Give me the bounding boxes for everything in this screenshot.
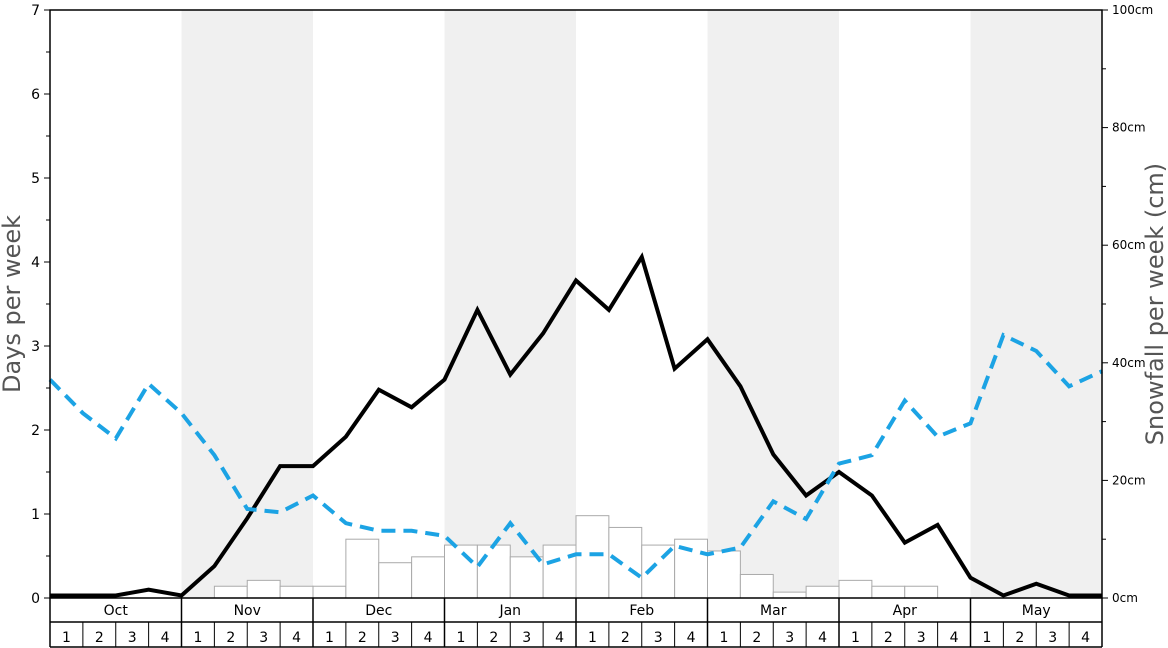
series-lines [48,252,1103,598]
week-label: 1 [982,630,991,646]
snowfall-bar [838,579,873,599]
week-label: 1 [325,630,334,646]
week-label: 2 [226,630,235,646]
snowfall-bar [444,544,478,599]
y-axis-title-right: Snowfall per week (cm) [1141,163,1168,445]
snowfall-bar [476,544,511,599]
left-tick-label: 2 [31,423,40,439]
dashed-series-line [48,332,1103,581]
week-label: 3 [128,630,137,646]
right-tick-label: 80cm [1112,121,1146,135]
week-label: 4 [292,630,301,646]
month-label: Mar [760,603,787,619]
month-band-nov [181,10,313,598]
week-label: 4 [950,630,959,646]
left-tick-label: 4 [31,255,40,271]
month-label: Oct [104,603,129,619]
right-tick-label: 20cm [1112,473,1146,487]
week-label: 4 [555,630,564,646]
month-axis: Oct 1 2 3 4 Nov 1 2 3 4 Dec 1 2 3 4 Jan 1 2 3 4 Feb 1 2 3 4 Mar 1 2… [49,598,1103,648]
left-tick-label: 7 [31,3,40,19]
snowfall-bar [509,556,544,599]
right-tick-label: 40cm [1112,356,1146,370]
week-label: 4 [818,630,827,646]
week-label: 2 [95,630,104,646]
left-tick-label: 5 [31,171,40,187]
y-axis-title-left: Days per week [0,215,26,393]
week-label: 3 [917,630,926,646]
left-tick-label: 6 [31,87,40,103]
snowfall-bar [213,585,248,599]
right-axis: 0cm 20cm 40cm 60cm 80cm 100cm [1102,3,1153,605]
left-axis: 0 1 2 3 4 5 6 7 [31,3,50,607]
week-label: 4 [1081,630,1090,646]
week-label: 3 [785,630,794,646]
month-label: Apr [893,603,917,619]
week-label: 1 [193,630,202,646]
month-band-mar [707,10,839,598]
month-shading [181,10,1102,598]
snowfall-bar [739,573,774,599]
snowfall-bar [805,585,840,599]
snowfall-bar [246,579,281,599]
solid-series-line [50,252,1102,598]
right-tick-label: 0cm [1112,591,1138,605]
snowfall-bar [707,550,741,599]
snowfall-bar [542,544,577,599]
week-label: 1 [62,630,71,646]
week-label: 4 [424,630,433,646]
snowfall-bar [279,585,314,599]
week-label: 3 [391,630,400,646]
month-band-may [970,10,1102,598]
week-label: 4 [687,630,696,646]
snowfall-bar [904,585,939,599]
week-label: 2 [752,630,761,646]
week-label: 3 [522,630,531,646]
right-tick-label: 60cm [1112,238,1146,252]
week-label: 4 [161,630,170,646]
week-label: 1 [851,630,860,646]
month-label: Feb [629,603,654,619]
snowfall-bar [871,585,906,599]
month-label: Nov [234,603,261,619]
snowfall-bar [378,562,413,599]
week-label: 3 [259,630,268,646]
week-label: 2 [1015,630,1024,646]
week-label: 2 [884,630,893,646]
month-band-jan [444,10,576,598]
snowfall-bars [213,515,939,599]
week-label: 1 [719,630,728,646]
month-label: Dec [365,603,392,619]
snowfall-bar [575,515,610,599]
week-label: 1 [456,630,465,646]
left-tick-label: 0 [31,591,40,607]
right-tick-label: 100cm [1112,3,1153,17]
week-label: 3 [1048,630,1057,646]
left-tick-label: 1 [31,507,40,523]
snowfall-bar [411,556,445,599]
snowfall-bar [312,585,347,599]
week-label: 2 [358,630,367,646]
snowfall-bar [772,591,807,599]
week-label: 2 [489,630,498,646]
snowfall-bar [608,526,643,599]
month-label: Jan [498,603,521,619]
month-label: May [1022,603,1051,619]
left-tick-label: 3 [31,339,40,355]
week-label: 1 [588,630,597,646]
week-label: 3 [654,630,663,646]
week-label: 2 [621,630,630,646]
snowfall-bar [345,538,380,599]
